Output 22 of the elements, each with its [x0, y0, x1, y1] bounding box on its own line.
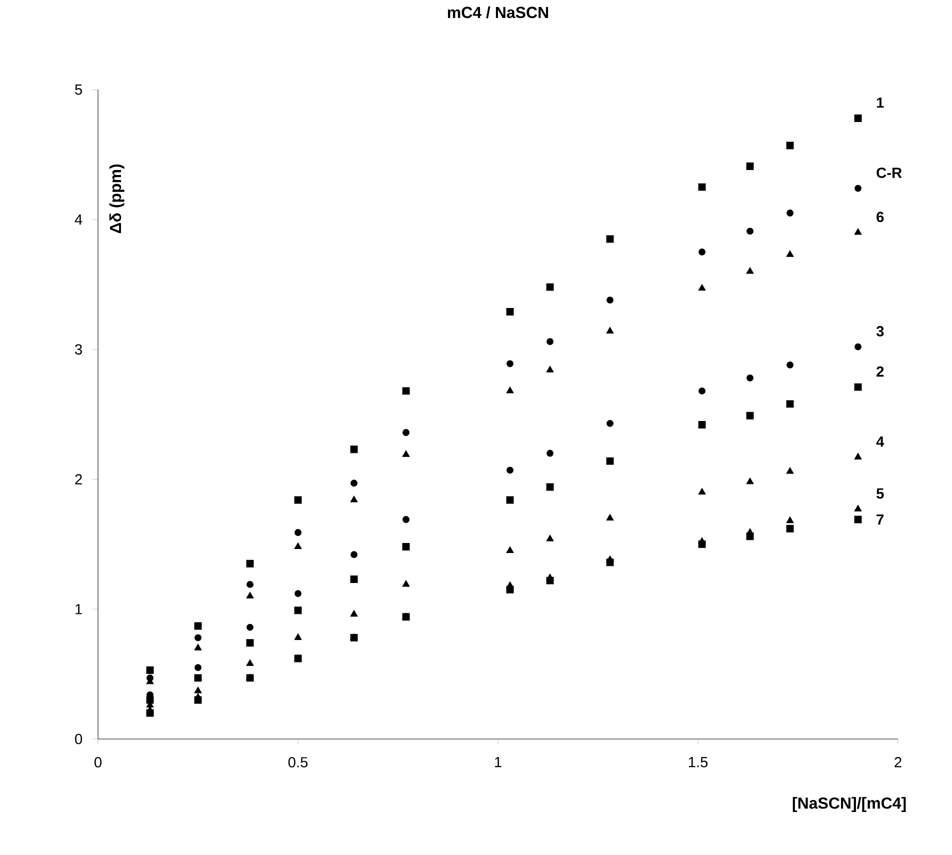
series-label: 3 [876, 326, 884, 336]
chart-title: mC4 / NaSCN [448, 6, 548, 18]
series-label: 5 [876, 488, 884, 499]
series-label: 2 [876, 366, 884, 377]
series-label: 7 [876, 514, 884, 525]
y-tick-label: 0 [75, 734, 82, 744]
y-tick-label: 1 [76, 604, 82, 614]
series-label: 6 [876, 212, 884, 222]
series-label: 1 [876, 98, 884, 108]
x-tick-label: 1 [495, 757, 502, 768]
y-tick-label: 4 [74, 214, 82, 225]
y-axis-title: Δδ (ppm) [109, 164, 124, 234]
x-tick-label: 0.5 [288, 757, 308, 768]
y-tick-label: 2 [75, 474, 82, 484]
series-label: C-R [876, 168, 902, 178]
x-tick-label: 0 [94, 757, 102, 768]
x-tick-label: 1.5 [688, 757, 708, 768]
y-tick-label: 5 [75, 84, 82, 95]
y-tick-label: 3 [75, 344, 82, 355]
series-label: 4 [876, 436, 884, 447]
x-tick-label: 2 [894, 757, 902, 768]
x-axis-title: [NaSCN]/[mC4] [792, 797, 906, 812]
